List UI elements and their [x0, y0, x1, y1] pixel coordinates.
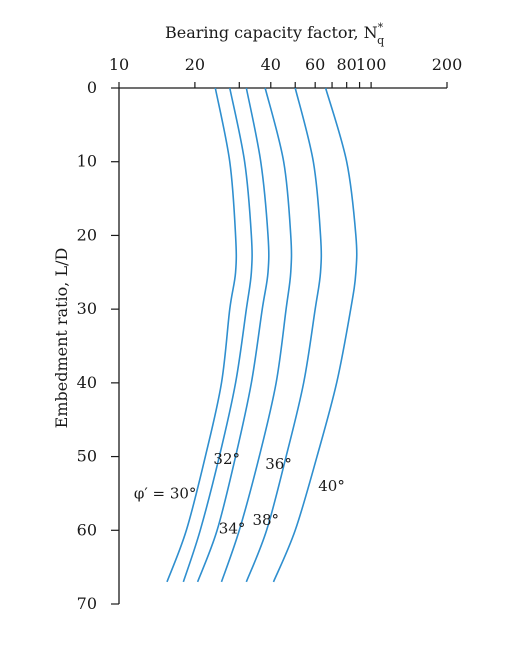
curve-series-0 [166, 87, 238, 583]
y-tick-label: 50 [77, 447, 97, 466]
curve-label-4: 38° [252, 511, 279, 529]
curve-label-2: 34° [219, 520, 246, 538]
x-tick-label: 80 [336, 55, 356, 74]
x-tick-label: 200 [432, 55, 463, 74]
y-tick-label: 10 [77, 152, 97, 171]
x-tick-label: 20 [185, 55, 205, 74]
curve-label-3: 36° [265, 455, 292, 473]
x-tick-label: 100 [356, 55, 387, 74]
curve-label-1: 32° [213, 450, 240, 468]
y-tick-label: 20 [77, 225, 97, 244]
x-tick-label: 60 [305, 55, 325, 74]
curve-series-2 [196, 87, 270, 583]
curve-series-3 [220, 87, 293, 583]
curve-label-5: 40° [318, 477, 345, 495]
x-tick-label: 10 [109, 55, 129, 74]
y-tick-label: 40 [77, 373, 97, 392]
y-tick-label: 0 [87, 78, 97, 97]
curves [166, 87, 358, 583]
x-tick-label: 40 [261, 55, 281, 74]
y-axis-title: Embedment ratio, L/D [52, 248, 71, 429]
curve-series-1 [182, 87, 253, 583]
curve-series-5 [272, 87, 358, 583]
y-tick-label: 30 [77, 299, 97, 318]
curve-label-0: φ′ = 30° [134, 484, 197, 502]
curve-labels: φ′ = 30° 32° 34° 36° 38° 40° [134, 450, 345, 538]
x-axis-title: Bearing capacity factor, N* q [165, 21, 384, 47]
curve-series-4 [245, 87, 323, 583]
y-tick-label: 60 [77, 520, 97, 539]
y-tick-label: 70 [77, 594, 97, 613]
